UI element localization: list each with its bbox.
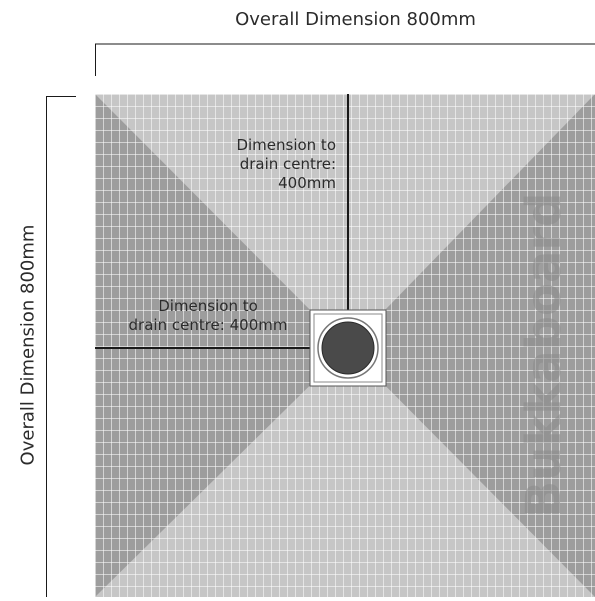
vertical-drain-dimension-label: Dimension to drain centre: 400mm <box>236 136 336 193</box>
horizontal-drain-dimension-label: Dimension to drain centre: 400mm <box>108 297 308 335</box>
horizontal-drain-label-line-2: drain centre: 400mm <box>128 316 288 334</box>
overall-height-label: Overall Dimension 800mm <box>17 224 39 466</box>
overall-width-label: Overall Dimension 800mm <box>235 9 476 30</box>
vertical-drain-label-line-3: 400mm <box>278 174 336 192</box>
drain-grate <box>321 321 375 375</box>
horizontal-drain-label-line-1: Dimension to <box>158 297 258 315</box>
vertical-drain-label-line-1: Dimension to <box>236 136 336 154</box>
vertical-drain-label-line-2: drain centre: <box>239 155 336 173</box>
bukkaboard-watermark: Bukkaboard <box>516 193 572 518</box>
